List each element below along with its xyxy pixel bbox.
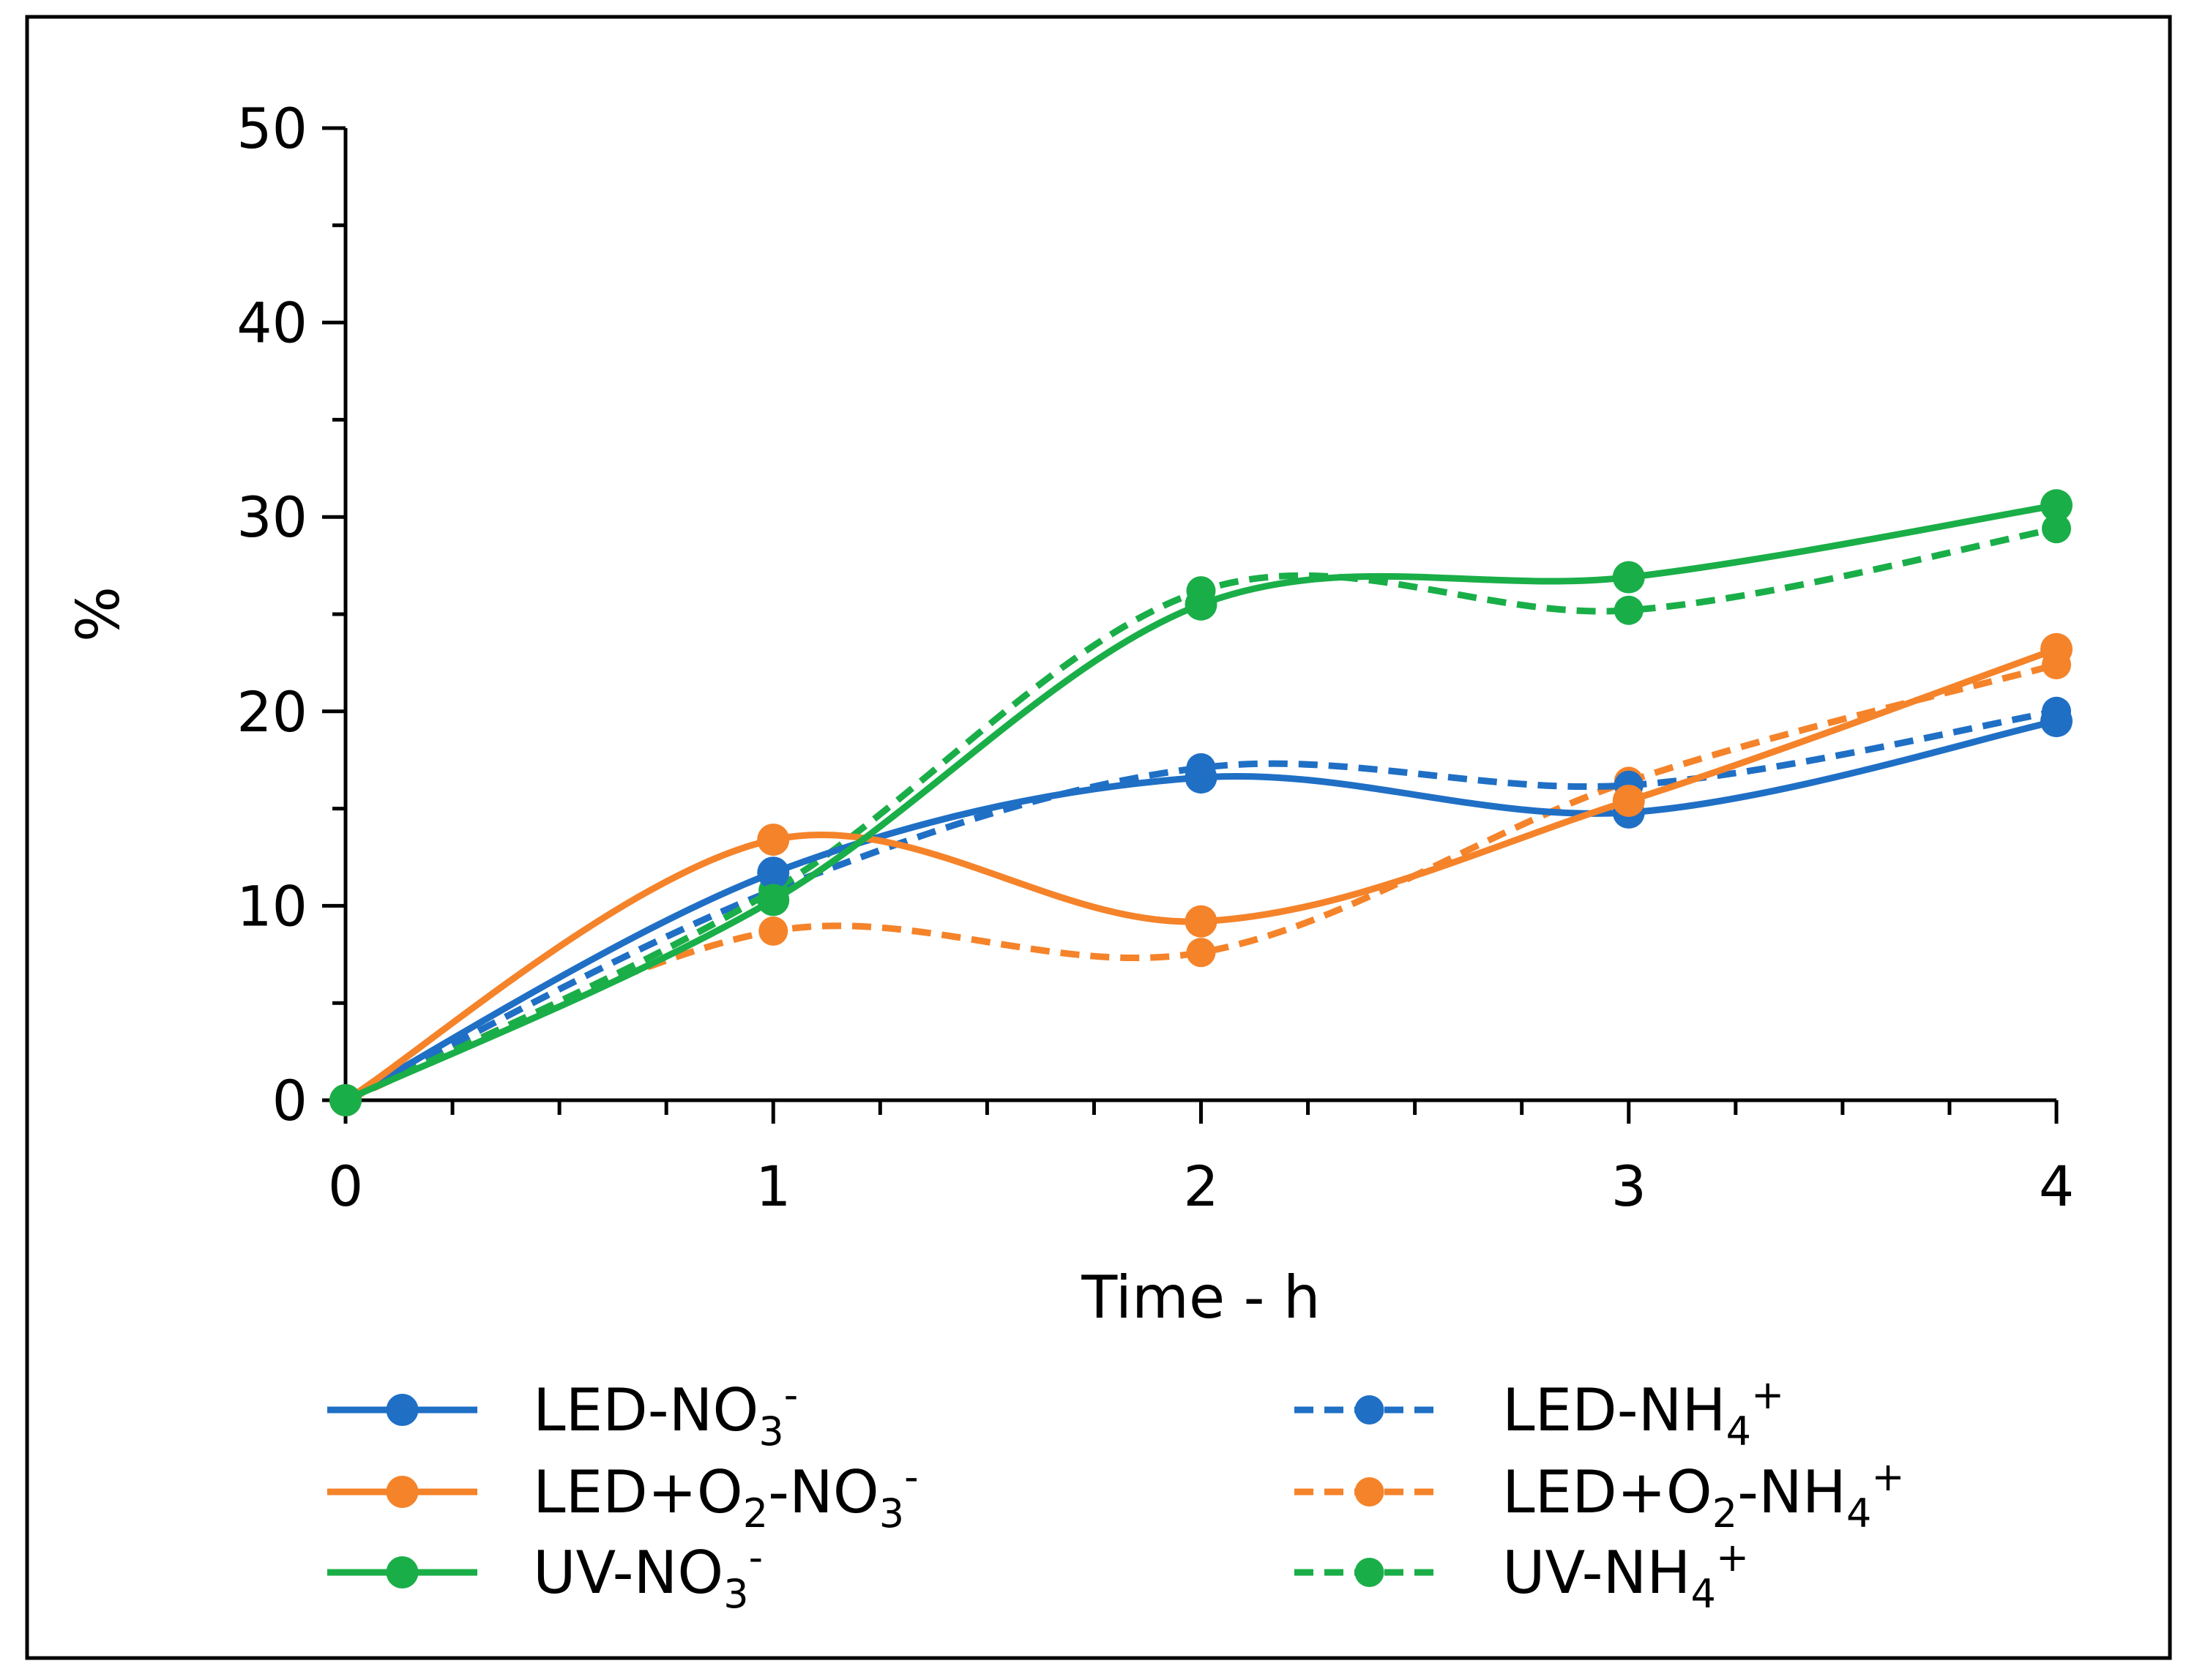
y-axis-title: % — [64, 586, 133, 642]
x-tick-label: 2 — [1183, 1154, 1218, 1219]
data-point — [2040, 632, 2073, 665]
legend-entry: LED-NH4+ — [1294, 1372, 1784, 1455]
y-tick-label: 0 — [272, 1068, 307, 1133]
series-LED+O2-NO3- — [329, 632, 2073, 1116]
y-tick-label: 30 — [236, 485, 307, 550]
y-tick-label: 10 — [236, 873, 307, 938]
legend-entry: UV-NH4+ — [1294, 1534, 1749, 1617]
series-LED+O2-NH4+ — [331, 650, 2071, 1115]
data-point — [2040, 705, 2073, 738]
x-tick-label: 0 — [328, 1154, 363, 1219]
legend-entry: LED+O2-NO3- — [327, 1454, 919, 1537]
x-axis-title: Time - h — [1081, 1263, 1320, 1332]
legend-entry: LED+O2-NH4+ — [1294, 1454, 1905, 1537]
series-layer — [329, 489, 2073, 1116]
series-line — [344, 525, 2057, 1104]
data-point — [757, 856, 790, 889]
y-tick-label: 20 — [236, 679, 307, 744]
y-tick-label: 40 — [236, 291, 307, 356]
legend-label: UV-NO3- — [533, 1534, 763, 1617]
legend-label: LED-NH4+ — [1502, 1372, 1784, 1455]
data-point — [1186, 938, 1216, 968]
x-tick-label: 3 — [1611, 1154, 1646, 1219]
legend-marker — [1354, 1558, 1384, 1587]
x-tick-label: 1 — [756, 1154, 791, 1219]
legend-label: LED+O2-NO3- — [533, 1454, 919, 1537]
legend-entry: UV-NO3- — [327, 1534, 763, 1617]
legend-entry: LED-NO3- — [327, 1372, 798, 1455]
series-line — [343, 646, 2058, 1103]
legend-label: LED+O2-NH4+ — [1502, 1454, 1905, 1537]
legend-marker — [1354, 1477, 1384, 1507]
data-point — [1185, 905, 1217, 938]
data-point — [757, 884, 790, 916]
series-line — [344, 661, 2058, 1104]
legend-marker — [386, 1476, 419, 1508]
legend-marker — [1354, 1395, 1384, 1425]
legend-marker — [386, 1394, 419, 1426]
series-UV-NO3- — [329, 489, 2073, 1116]
data-point — [1612, 561, 1645, 594]
data-point — [758, 916, 788, 946]
data-point — [1185, 588, 1217, 621]
data-point — [1612, 784, 1645, 817]
figure-border — [25, 15, 2172, 1660]
data-point — [1185, 761, 1217, 794]
x-tick-label: 4 — [2039, 1154, 2074, 1219]
legend-marker — [386, 1556, 419, 1588]
legend-label: UV-NH4+ — [1502, 1534, 1749, 1617]
legend: LED-NO3-LED+O2-NO3-UV-NO3- LED-NH4+LED+O2… — [327, 1372, 1905, 1617]
data-point — [329, 1084, 362, 1116]
axes: 0 10 20 30 40 50 0 1 2 3 4 Time - h% — [64, 96, 2074, 1332]
data-point — [757, 824, 790, 856]
data-point — [2042, 514, 2071, 544]
data-point — [2040, 489, 2073, 522]
data-point — [1614, 595, 1644, 625]
series-line — [344, 708, 2057, 1104]
y-tick-label: 50 — [236, 96, 307, 161]
legend-label: LED-NO3- — [533, 1372, 798, 1455]
